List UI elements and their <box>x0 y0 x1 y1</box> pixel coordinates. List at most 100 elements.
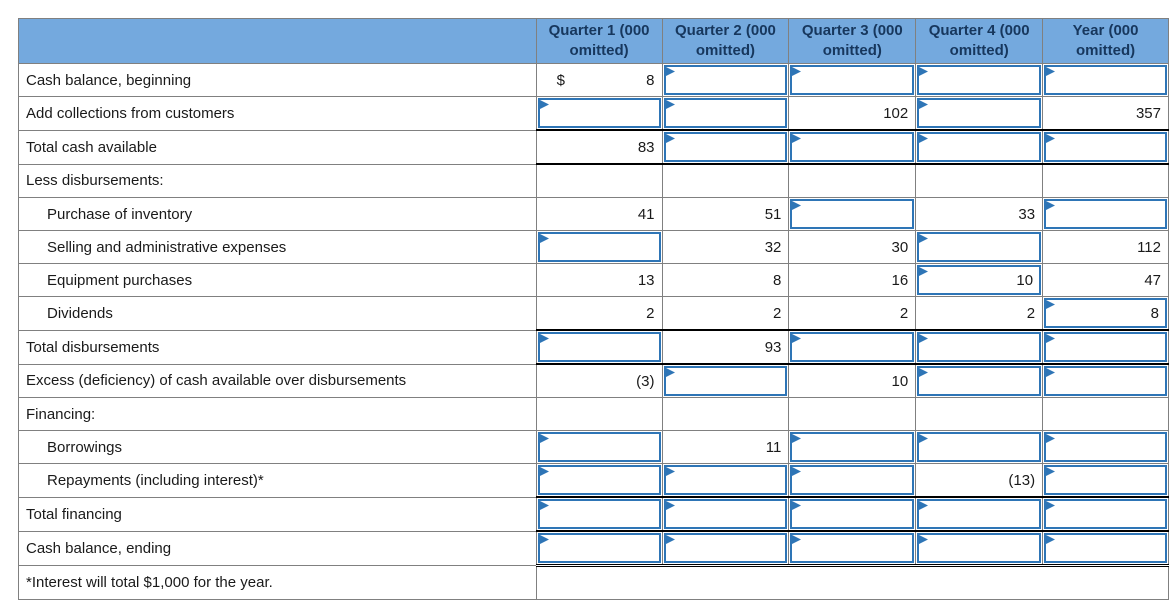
table-row: Equipment purchases 13 8 16 10 47 <box>18 263 1169 297</box>
cell-input[interactable] <box>917 499 1042 529</box>
cell-input[interactable] <box>1044 533 1167 563</box>
cell-q3 <box>788 329 917 365</box>
cell-input[interactable] <box>1044 65 1167 95</box>
cell-q1: 2 <box>535 296 663 331</box>
comment-flag-icon <box>539 535 549 544</box>
cell-q1 <box>535 530 663 567</box>
cell-input[interactable] <box>917 332 1042 362</box>
cell-q4 <box>915 63 1044 97</box>
cell-input[interactable] <box>1044 332 1167 362</box>
cell-input[interactable] <box>663 98 788 128</box>
comment-flag-icon <box>792 501 802 510</box>
cell-year <box>1042 363 1169 398</box>
cell-q3 <box>788 496 917 532</box>
cell-q2 <box>661 496 790 532</box>
cell-q3 <box>788 430 917 464</box>
cell-input[interactable] <box>537 465 661 495</box>
table-row: Total cash available 83 <box>18 129 1169 165</box>
cell-q4 <box>915 329 1044 365</box>
cell-q2 <box>661 129 790 165</box>
comment-flag-icon <box>1046 334 1056 343</box>
table-row: Selling and administrative expenses 32 30 1… <box>18 230 1169 264</box>
column-header-q3: Quarter 3 (000 omitted) <box>788 18 917 64</box>
comment-flag-icon <box>539 467 549 476</box>
cell-input[interactable] <box>1044 132 1167 162</box>
cell-input[interactable] <box>537 499 661 529</box>
cell-input[interactable] <box>663 533 788 563</box>
cell-q3 <box>788 63 917 97</box>
cell-input[interactable] <box>663 366 788 396</box>
comment-flag-icon <box>919 100 929 109</box>
cell-q1: 83 <box>535 129 663 165</box>
cell-q4 <box>915 230 1044 264</box>
column-header-q4: Quarter 4 (000 omitted) <box>915 18 1044 64</box>
row-label: Repayments (including interest)* <box>18 463 537 498</box>
comment-flag-icon <box>665 100 675 109</box>
comment-flag-icon <box>1046 67 1056 76</box>
cell-input[interactable]: 10 <box>917 265 1042 295</box>
cell-value: 51 <box>764 205 782 223</box>
cell-input[interactable] <box>537 432 661 462</box>
cell-input[interactable] <box>1044 432 1167 462</box>
cell-input[interactable] <box>790 332 915 362</box>
cell-input[interactable] <box>917 232 1042 262</box>
row-label: Total cash available <box>18 129 537 165</box>
cell-input[interactable] <box>917 366 1042 396</box>
cell-input[interactable] <box>917 65 1042 95</box>
cell-q4 <box>915 129 1044 165</box>
table-row: Excess (deficiency) of cash available ov… <box>18 363 1169 398</box>
cell-q3: 16 <box>788 263 917 297</box>
cell-year: 47 <box>1042 263 1169 297</box>
comment-flag-icon <box>919 67 929 76</box>
cell-input[interactable] <box>537 332 661 362</box>
cell-q1 <box>535 329 663 365</box>
cell-year <box>1042 530 1169 567</box>
cell-input[interactable] <box>1044 199 1167 229</box>
cell-value: 32 <box>764 238 782 256</box>
cell-input[interactable] <box>917 132 1042 162</box>
cell-q2: 93 <box>661 329 790 365</box>
cell-input[interactable] <box>790 533 915 563</box>
cell-value: 102 <box>883 104 909 122</box>
comment-flag-icon <box>665 467 675 476</box>
cell-year <box>1042 496 1169 532</box>
comment-flag-icon <box>665 501 675 510</box>
cell-year <box>1042 129 1169 165</box>
cell-q4 <box>915 496 1044 532</box>
cell-input[interactable] <box>663 499 788 529</box>
cell-input[interactable] <box>537 533 661 563</box>
cell-input[interactable] <box>790 199 915 229</box>
cell-input[interactable] <box>1044 499 1167 529</box>
cell-q1: (3) <box>535 363 663 398</box>
column-header-q2: Quarter 2 (000 omitted) <box>661 18 790 64</box>
cell-input[interactable] <box>790 132 915 162</box>
cell-input[interactable] <box>917 533 1042 563</box>
cell-input[interactable]: 8 <box>1044 298 1167 328</box>
cell-value: 2 <box>773 304 782 322</box>
cell-input[interactable] <box>790 465 915 495</box>
cell-value: 33 <box>1018 205 1036 223</box>
cell-input[interactable] <box>1044 366 1167 396</box>
cell-input[interactable] <box>790 65 915 95</box>
cell-q4 <box>915 397 1044 431</box>
cell-value: 2 <box>899 304 909 322</box>
comment-flag-icon <box>919 267 929 276</box>
cell-value: (13) <box>1008 471 1036 489</box>
cell-input[interactable] <box>537 98 661 128</box>
cell-input[interactable] <box>1044 465 1167 495</box>
cell-q2 <box>661 463 790 498</box>
cell-input[interactable] <box>790 432 915 462</box>
cell-q4: (13) <box>915 463 1044 498</box>
comment-flag-icon <box>792 434 802 443</box>
cell-input[interactable] <box>917 98 1042 128</box>
cell-input[interactable] <box>663 465 788 495</box>
cell-q3: 30 <box>788 230 917 264</box>
comment-flag-icon <box>919 234 929 243</box>
cell-q3: 2 <box>788 296 917 331</box>
cell-input[interactable] <box>917 432 1042 462</box>
cell-input[interactable] <box>537 232 661 262</box>
cell-input[interactable] <box>663 65 788 95</box>
cell-input[interactable] <box>790 499 915 529</box>
cell-input[interactable] <box>663 132 788 162</box>
comment-flag-icon <box>1046 368 1056 377</box>
